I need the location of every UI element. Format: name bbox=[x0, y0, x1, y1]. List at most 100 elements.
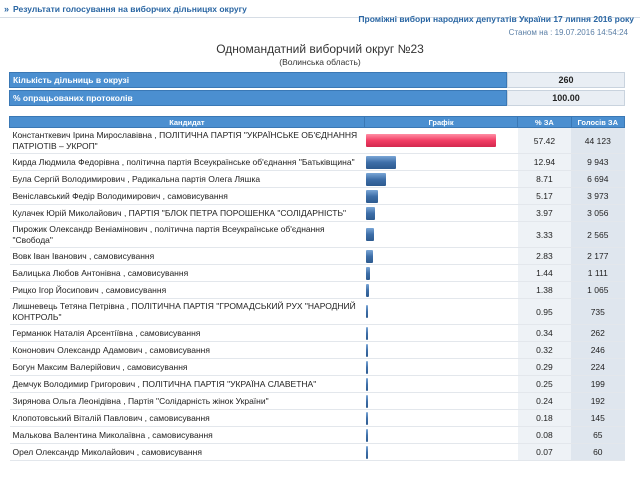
table-row: Пирожик Олександр Веніамінович , політич… bbox=[9, 221, 625, 248]
vote-share-bar bbox=[366, 394, 369, 408]
graph-cell bbox=[364, 187, 518, 205]
candidate-name: Кирда Людмила Федорівна , політична парт… bbox=[9, 153, 365, 171]
vote-percent: 1.38 bbox=[517, 281, 572, 299]
vote-percent: 1.44 bbox=[517, 264, 572, 282]
candidate-name: Веніславський Федір Володимирович , само… bbox=[9, 187, 365, 205]
candidate-name: Вовк Іван Іванович , самовисування bbox=[9, 247, 365, 265]
vote-count: 199 bbox=[571, 375, 625, 393]
vote-percent: 5.17 bbox=[517, 187, 572, 205]
column-header-pct[interactable]: % ЗА bbox=[517, 116, 572, 128]
results-body: Константкевич Ірина Мирославівна , ПОЛІТ… bbox=[9, 127, 625, 461]
vote-share-bar bbox=[366, 189, 378, 203]
vote-percent: 0.07 bbox=[517, 443, 572, 461]
vote-count: 9 943 bbox=[571, 153, 625, 171]
vote-count: 6 694 bbox=[571, 170, 625, 188]
summary-row-protocols-processed: % опрацьованих протоколів 100.00 bbox=[9, 90, 625, 106]
vote-count: 1 111 bbox=[571, 264, 625, 282]
table-row: Була Сергій Володимирович , Радикальна п… bbox=[9, 170, 625, 188]
election-title[interactable]: Проміжні вибори народних депутатів Украї… bbox=[358, 14, 634, 24]
vote-percent: 3.33 bbox=[517, 221, 572, 248]
vote-share-bar bbox=[366, 360, 369, 374]
graph-cell bbox=[364, 127, 518, 154]
breadcrumb: » Результати голосування на виборчих діл… bbox=[0, 0, 640, 18]
page-title: Одномандатний виборчий округ №23 bbox=[216, 42, 424, 56]
vote-share-bar bbox=[366, 428, 369, 442]
table-row: Кононович Олександр Адамович , самовисув… bbox=[9, 341, 625, 359]
vote-count: 3 973 bbox=[571, 187, 625, 205]
summary-value: 260 bbox=[507, 72, 625, 88]
candidate-name: Балицька Любов Антонівна , самовисування bbox=[9, 264, 365, 282]
vote-percent: 0.32 bbox=[517, 341, 572, 359]
vote-count: 192 bbox=[571, 392, 625, 410]
table-row: Зирянова Ольга Леонідівна , Партія "Солі… bbox=[9, 392, 625, 410]
breadcrumb-arrow-icon: » bbox=[4, 3, 10, 14]
graph-cell bbox=[364, 341, 518, 359]
vote-count: 246 bbox=[571, 341, 625, 359]
vote-share-bar bbox=[366, 266, 370, 280]
vote-percent: 0.95 bbox=[517, 298, 572, 325]
graph-cell bbox=[364, 298, 518, 325]
candidate-name: Богун Максим Валерійович , самовисування bbox=[9, 358, 365, 376]
vote-count: 65 bbox=[571, 426, 625, 444]
vote-count: 2 177 bbox=[571, 247, 625, 265]
graph-cell bbox=[364, 443, 518, 461]
vote-share-bar bbox=[366, 377, 369, 391]
table-row: Клопотовський Віталій Павлович , самовис… bbox=[9, 409, 625, 427]
summary-value: 100.00 bbox=[507, 90, 625, 106]
candidate-name: Була Сергій Володимирович , Радикальна п… bbox=[9, 170, 365, 188]
graph-cell bbox=[364, 358, 518, 376]
column-header-graph[interactable]: Графік bbox=[363, 116, 519, 128]
vote-count: 224 bbox=[571, 358, 625, 376]
candidate-name: Зирянова Ольга Леонідівна , Партія "Солі… bbox=[9, 392, 365, 410]
vote-count: 60 bbox=[571, 443, 625, 461]
summary-label: % опрацьованих протоколів bbox=[9, 90, 507, 106]
table-row: Веніславський Федір Володимирович , само… bbox=[9, 187, 625, 205]
candidate-name: Пирожик Олександр Веніамінович , політич… bbox=[9, 221, 365, 248]
graph-cell bbox=[364, 281, 518, 299]
graph-cell bbox=[364, 324, 518, 342]
vote-percent: 0.18 bbox=[517, 409, 572, 427]
summary-table: Кількість дільниць в окрузі 260 % опраць… bbox=[9, 70, 625, 108]
table-row: Орел Олександр Миколайович , самовисуван… bbox=[9, 443, 625, 461]
as-of-timestamp: Станом на : 19.07.2016 14:54:24 bbox=[508, 28, 628, 37]
vote-share-bar bbox=[366, 343, 369, 357]
graph-cell bbox=[364, 264, 518, 282]
vote-share-bar bbox=[366, 411, 369, 425]
table-row: Кирда Людмила Федорівна , політична парт… bbox=[9, 153, 625, 171]
column-header-candidate[interactable]: Кандидат bbox=[9, 116, 365, 128]
vote-share-bar bbox=[366, 172, 386, 186]
vote-count: 44 123 bbox=[571, 127, 625, 154]
graph-cell bbox=[364, 409, 518, 427]
vote-share-bar bbox=[366, 134, 497, 147]
vote-percent: 57.42 bbox=[517, 127, 572, 154]
table-row: Балицька Любов Антонівна , самовисування… bbox=[9, 264, 625, 282]
table-row: Кулачек Юрій Миколайович , ПАРТІЯ "БЛОК … bbox=[9, 204, 625, 222]
vote-percent: 8.71 bbox=[517, 170, 572, 188]
candidate-name: Орел Олександр Миколайович , самовисуван… bbox=[9, 443, 365, 461]
graph-cell bbox=[364, 426, 518, 444]
graph-cell bbox=[364, 153, 518, 171]
vote-count: 145 bbox=[571, 409, 625, 427]
vote-share-bar bbox=[366, 283, 370, 297]
vote-share-bar bbox=[366, 249, 373, 263]
table-row: Малькова Валентина Миколаївна , самовису… bbox=[9, 426, 625, 444]
graph-cell bbox=[364, 375, 518, 393]
summary-row-polling-stations: Кількість дільниць в окрузі 260 bbox=[9, 72, 625, 88]
candidate-name: Демчук Володимир Григорович , ПОЛІТИЧНА … bbox=[9, 375, 365, 393]
vote-count: 2 565 bbox=[571, 221, 625, 248]
vote-count: 262 bbox=[571, 324, 625, 342]
graph-cell bbox=[364, 392, 518, 410]
vote-share-bar bbox=[366, 305, 369, 318]
vote-percent: 0.08 bbox=[517, 426, 572, 444]
breadcrumb-link[interactable]: Результати голосування на виборчих дільн… bbox=[13, 3, 247, 14]
graph-cell bbox=[364, 247, 518, 265]
vote-share-bar bbox=[366, 445, 369, 459]
candidate-name: Кулачек Юрій Миколайович , ПАРТІЯ "БЛОК … bbox=[9, 204, 365, 222]
vote-count: 1 065 bbox=[571, 281, 625, 299]
graph-cell bbox=[364, 204, 518, 222]
vote-share-bar bbox=[366, 228, 374, 241]
results-header-row: Кандидат Графік % ЗА Голосів ЗА bbox=[9, 116, 626, 128]
vote-percent: 0.34 bbox=[517, 324, 572, 342]
table-row: Демчук Володимир Григорович , ПОЛІТИЧНА … bbox=[9, 375, 625, 393]
column-header-votes[interactable]: Голосів ЗА bbox=[570, 116, 626, 128]
